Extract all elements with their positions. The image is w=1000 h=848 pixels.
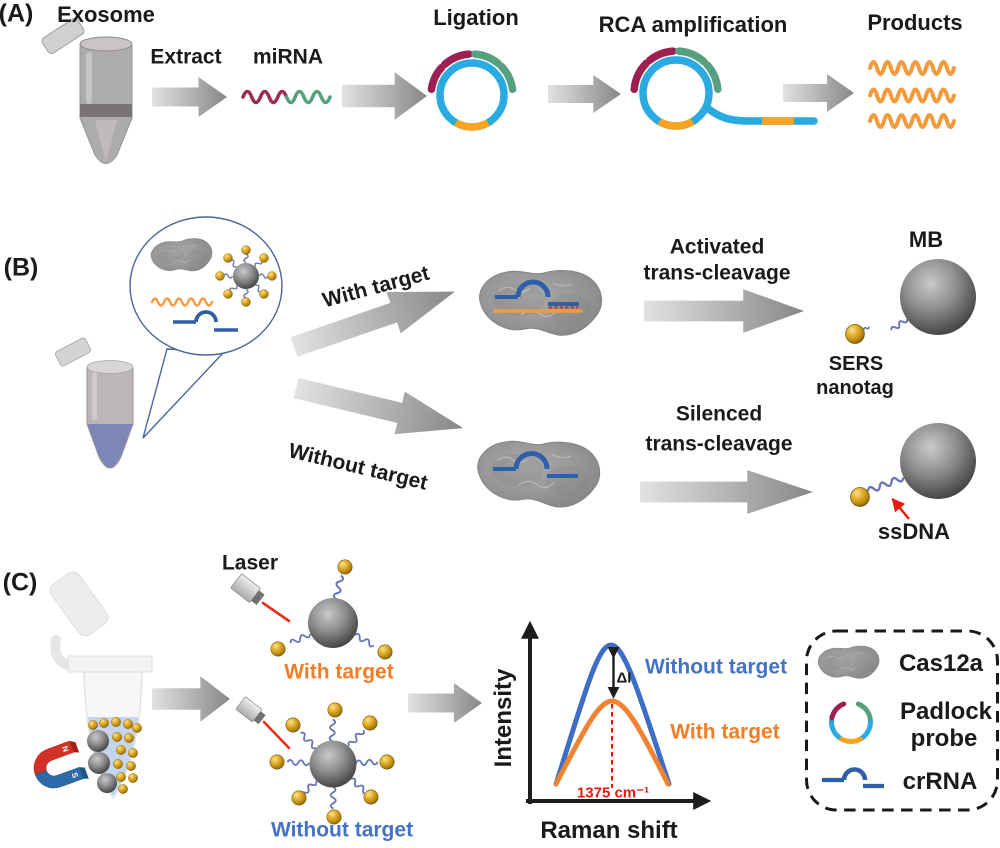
laser-beam [261, 601, 291, 623]
cas12a-activated-complex [478, 269, 603, 336]
silenced-label-line1: Silenced [675, 402, 763, 426]
extract-label: Extract [150, 45, 222, 69]
extract-arrow [152, 77, 227, 117]
mb-with-nanotags-callout [215, 245, 277, 307]
legend-crrna-label: crRNA [902, 768, 978, 795]
magnet-north-label: N [60, 745, 71, 754]
product-waves [868, 60, 956, 129]
crrna-legend-icon [822, 767, 884, 789]
silenced-cleavage-arrow [640, 470, 813, 514]
activated-label-line1: Activated [669, 235, 765, 259]
mb-cleaved-result [845, 259, 976, 344]
crrna-callout [173, 310, 238, 332]
arrow-to-rca [548, 75, 621, 113]
raman-plot [521, 620, 712, 810]
sers-nanotag-released [845, 324, 865, 344]
products-label: Products [867, 10, 963, 35]
raman-curve-with-target [553, 698, 671, 787]
laser-beam [262, 720, 291, 750]
legend-padlock-label-line2: probe [910, 725, 978, 752]
exosome-label: Exosome [57, 2, 155, 27]
rca-product-wave-callout [150, 297, 214, 307]
raman-curve-without-target [553, 642, 672, 787]
rca-structure [630, 47, 818, 130]
ssdna-label: ssDNA [877, 519, 951, 544]
sers-nanotag-attached [850, 487, 870, 507]
magnetic-bead [900, 423, 976, 499]
laser-label: Laser [221, 551, 279, 575]
silenced-label-line2: trans-cleavage [645, 432, 793, 456]
sample-tube-b [54, 337, 134, 469]
separation-arrow-c [152, 676, 230, 722]
mb-without-target-sers [269, 702, 395, 825]
panel-b-label: (B) [3, 253, 39, 282]
cas12a-silenced-complex [475, 438, 602, 509]
x-axis-label: Raman shift [540, 817, 678, 844]
panel-a-label: (A) [0, 0, 34, 28]
padlock-ligation-circle [427, 50, 517, 131]
mb-intact-result [850, 423, 976, 520]
activated-label-line2: trans-cleavage [643, 261, 791, 285]
sers-nanotag-label-line1: SERS [828, 353, 884, 375]
activated-cleavage-arrow [644, 289, 804, 333]
arrow-to-ligation [342, 72, 427, 120]
open-tube-with-beads [49, 571, 153, 800]
without-target-label-c: Without target [270, 818, 414, 842]
sers-nanotag-label-line2: nanotag [816, 377, 894, 399]
readout-arrow-c [408, 683, 482, 723]
callout-bubble [129, 216, 283, 439]
laser-pointer-top [230, 573, 291, 623]
mb-label: MB [908, 227, 944, 252]
magnet: N S [33, 740, 89, 789]
panel-c-label: (C) [2, 568, 38, 597]
rca-amplification-label: RCA amplification [598, 12, 788, 37]
arrow-to-products [783, 74, 854, 112]
laser-pointer-bottom [235, 696, 291, 750]
padlock-probe-legend-icon [829, 701, 873, 744]
exosome-tube [41, 18, 133, 164]
delta-intensity-label: ΔI [616, 669, 632, 687]
mb-with-target-sers [270, 559, 393, 660]
ligation-label: Ligation [433, 5, 519, 30]
curve-label-without-target: Without target [644, 655, 788, 679]
legend-box [805, 629, 999, 812]
magnet-south-label: S [70, 771, 81, 780]
with-target-label-c: With target [284, 660, 394, 684]
magnetic-bead [900, 259, 976, 335]
without-target-arrow-b [290, 366, 469, 450]
curve-label-with-target: With target [670, 720, 780, 744]
mirna-label: miRNA [252, 45, 324, 69]
legend-cas12a-label: Cas12a [898, 650, 984, 677]
legend-padlock-label-line1: Padlock [899, 698, 993, 725]
y-axis-label: Intensity [490, 668, 517, 768]
mirna-wave [241, 89, 332, 105]
peak-wavenumber-label: 1375 cm⁻¹ [576, 784, 650, 802]
ssdna-pointer-arrow [891, 497, 910, 520]
